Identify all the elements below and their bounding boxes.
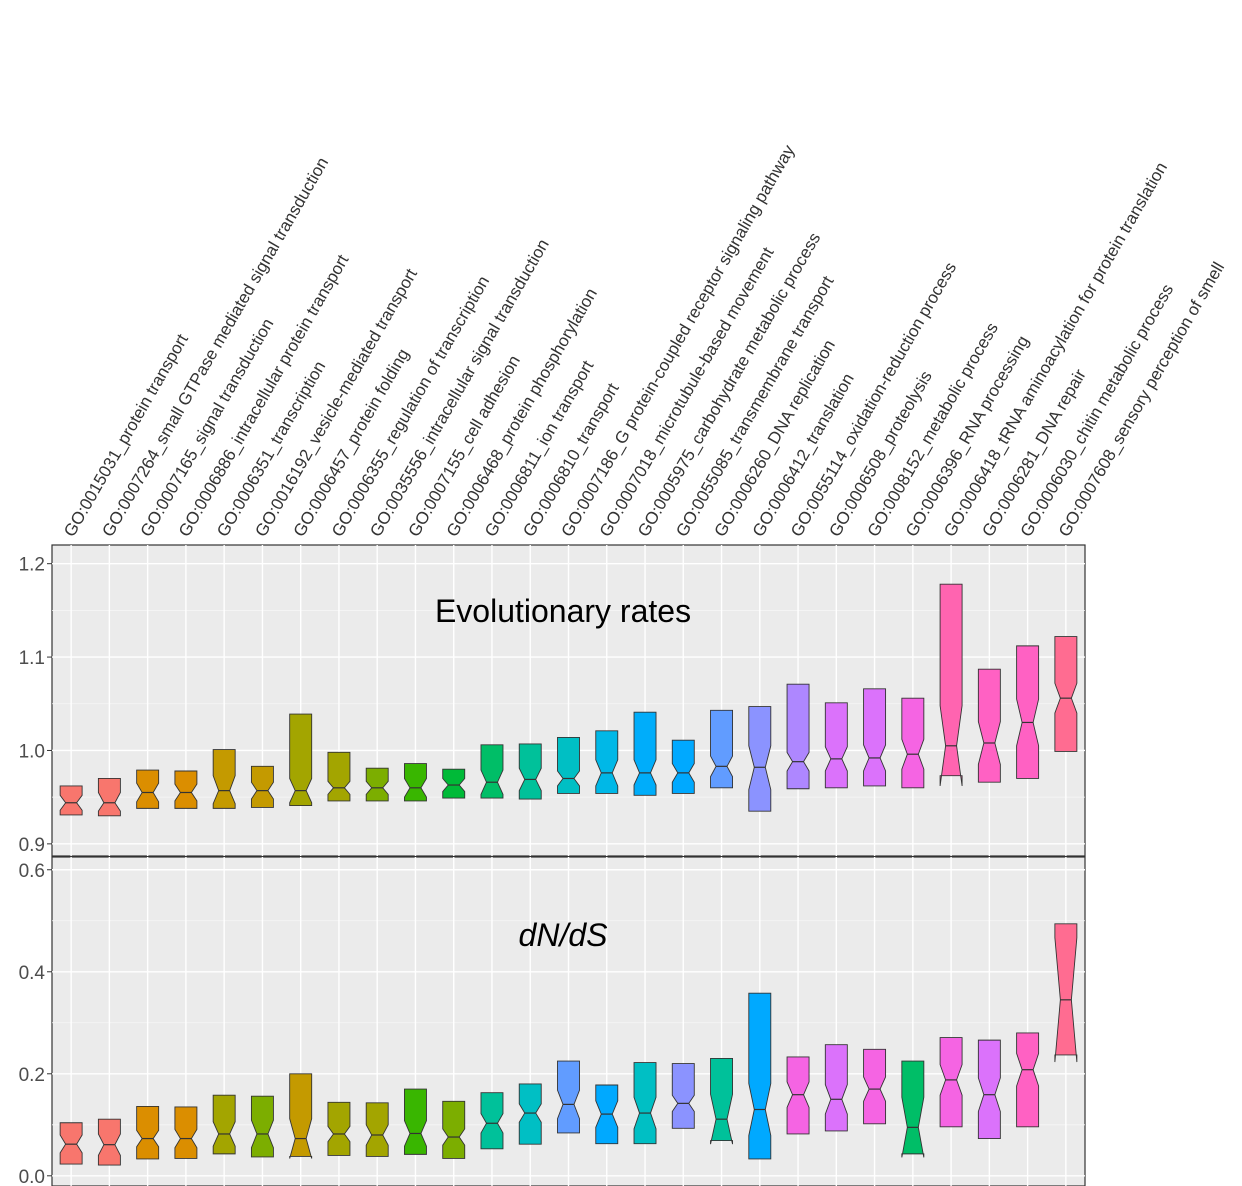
notched-box <box>901 697 925 789</box>
notched-box <box>595 730 619 794</box>
notched-box <box>557 736 580 794</box>
notched-box <box>442 1100 466 1159</box>
notched-box <box>404 763 427 802</box>
panel-title: Evolutionary rates <box>435 593 691 629</box>
notched-box <box>250 765 274 808</box>
notched-box <box>59 1122 83 1165</box>
notched-box <box>939 583 963 787</box>
notched-box <box>174 1106 198 1159</box>
notched-box <box>748 706 772 812</box>
notched-box <box>327 1101 351 1156</box>
notched-box <box>404 1088 427 1155</box>
notched-box <box>977 1039 1001 1140</box>
notched-box <box>824 702 848 789</box>
panel-dnds: 0.0 0.2 0.4 0.6 dN/dS <box>19 856 1086 1186</box>
notched-box <box>518 743 542 800</box>
notched-box <box>710 709 733 789</box>
notched-box <box>786 683 810 790</box>
notched-box <box>1016 645 1040 779</box>
panel-boxes <box>59 583 1078 817</box>
category-labels: GO:0015031_protein transportGO:0007264_s… <box>60 141 1228 540</box>
notched-box <box>442 768 466 799</box>
notched-box <box>939 1037 963 1128</box>
notched-box <box>212 749 236 809</box>
y-tick-label: 1.0 <box>19 741 45 762</box>
y-tick-label: 0.2 <box>19 1065 45 1086</box>
y-tick-label: 1.2 <box>19 555 45 576</box>
notched-box <box>977 668 1001 783</box>
notched-box <box>901 1060 925 1158</box>
notched-box <box>365 767 389 802</box>
notched-box <box>480 1092 504 1150</box>
notched-box <box>557 1060 580 1134</box>
notched-box <box>365 1102 389 1157</box>
notched-box <box>633 711 657 796</box>
notched-box <box>786 1056 810 1135</box>
notched-box <box>671 739 695 794</box>
notched-box <box>671 1063 695 1129</box>
panel-boxes <box>59 923 1078 1166</box>
notched-box <box>518 1083 542 1145</box>
notched-box <box>136 1105 160 1160</box>
notched-box <box>174 770 198 809</box>
notched-box <box>824 1044 848 1132</box>
y-tick-label: 0.4 <box>19 963 46 984</box>
notched-box <box>748 992 772 1160</box>
panel-title: dN/dS <box>519 917 608 953</box>
y-tick-label: 1.1 <box>19 648 45 669</box>
notched-box <box>327 751 351 802</box>
category-label: GO:0006030_chitin metabolic process <box>1017 281 1178 540</box>
notched-box <box>212 1094 236 1155</box>
notched-box <box>1016 1032 1040 1128</box>
notched-box <box>1054 923 1078 1063</box>
notched-box <box>1054 636 1078 752</box>
notched-box <box>289 1073 313 1159</box>
y-tick-label: 0.0 <box>19 1167 45 1186</box>
notched-box <box>97 778 121 817</box>
notched-box <box>863 1048 887 1125</box>
notched-box <box>863 688 887 787</box>
notched-box <box>59 785 83 816</box>
notched-box <box>136 769 160 809</box>
y-tick-label: 0.9 <box>19 835 45 856</box>
y-tick-label: 0.6 <box>19 861 45 882</box>
notched-box <box>480 744 504 799</box>
notched-box <box>289 713 313 807</box>
notched-box <box>710 1058 733 1145</box>
notched-box <box>97 1118 121 1166</box>
y-axis-ticks: 0.0 0.2 0.4 0.6 <box>19 861 52 1186</box>
panel-evolutionary-rates: 0.9 1.0 1.1 1.2 Evolutionary rates <box>19 544 1086 861</box>
notched-box <box>250 1095 274 1158</box>
notched-box <box>633 1062 657 1145</box>
